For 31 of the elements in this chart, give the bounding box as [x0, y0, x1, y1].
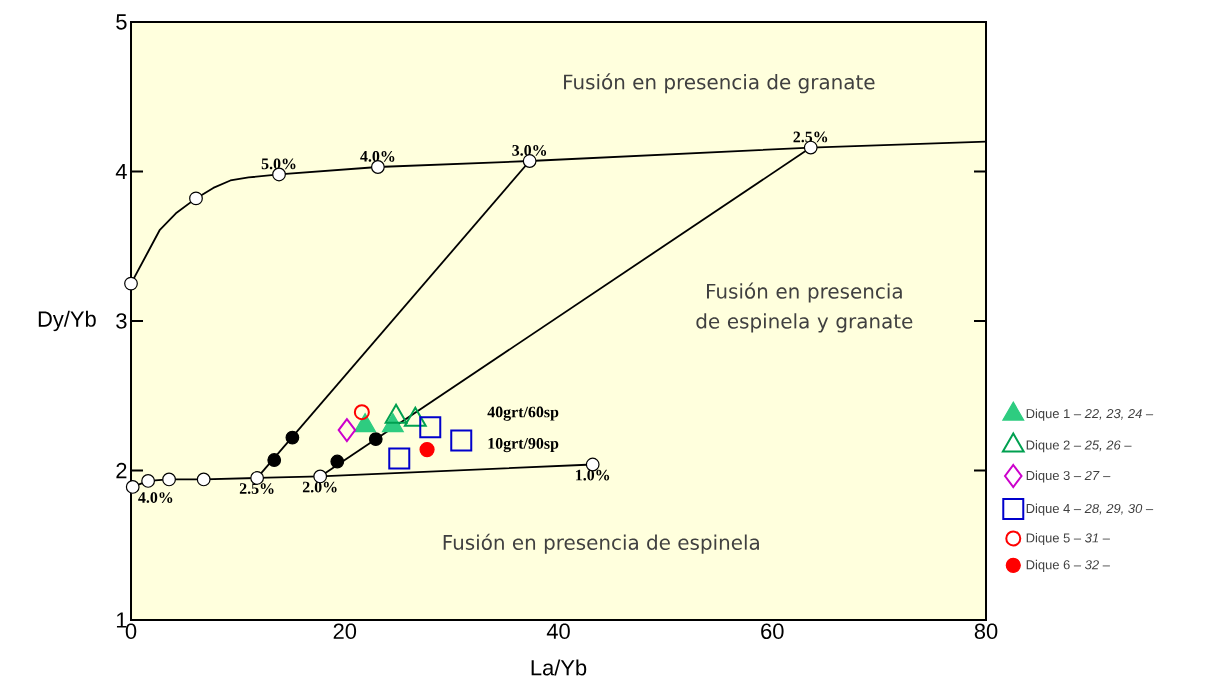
annotation: 4.0% [138, 492, 173, 503]
annotation: 4.0% [360, 150, 395, 162]
y-tick-label: 2 [116, 462, 127, 479]
legend-label: Dique 6 – 32 – [1026, 559, 1110, 572]
y-tick-label: 1 [116, 612, 127, 628]
x-tick-label: 60 [761, 623, 784, 640]
annotation: 40grt/60sp [487, 406, 559, 421]
legend-label: Dique 4 – 28, 29, 30 – [1026, 503, 1154, 516]
legend-label: Dique 1 – 22, 23, 24 – [1026, 408, 1154, 421]
x-tick-label: 40 [546, 623, 570, 640]
legend-label: Dique 5 – 31 – [1026, 532, 1110, 546]
x-tick-label: 20 [333, 623, 357, 640]
annotation: 5.0% [261, 158, 296, 170]
x-tick-label: 0 [125, 623, 137, 640]
legend-label: Dique 3 – 27 – [1026, 470, 1111, 483]
annotation: 2.0% [302, 481, 337, 493]
annotation: 2.5% [793, 131, 828, 143]
legend-label: Dique 2 – 25, 26 – [1026, 440, 1132, 453]
annotation: 1.0% [576, 469, 610, 481]
annotation: Fusión en presencia de granate [564, 73, 875, 94]
annotation: Fusión en presencia de espinela [443, 533, 759, 554]
x-axis-title: La/Yb [531, 659, 587, 676]
annotation: 2.5% [239, 483, 274, 494]
y-tick-label: 3 [116, 313, 127, 329]
annotation: 10grt/90sp [488, 438, 559, 453]
y-axis-title: Dy/Yb [38, 310, 96, 332]
y-tick-label: 4 [115, 163, 127, 180]
annotation: Fusión en presencia de espinela y granate [696, 282, 913, 333]
x-tick-label: 80 [974, 623, 998, 640]
y-tick-label: 5 [116, 14, 127, 30]
annotation: 3.0% [512, 145, 547, 156]
